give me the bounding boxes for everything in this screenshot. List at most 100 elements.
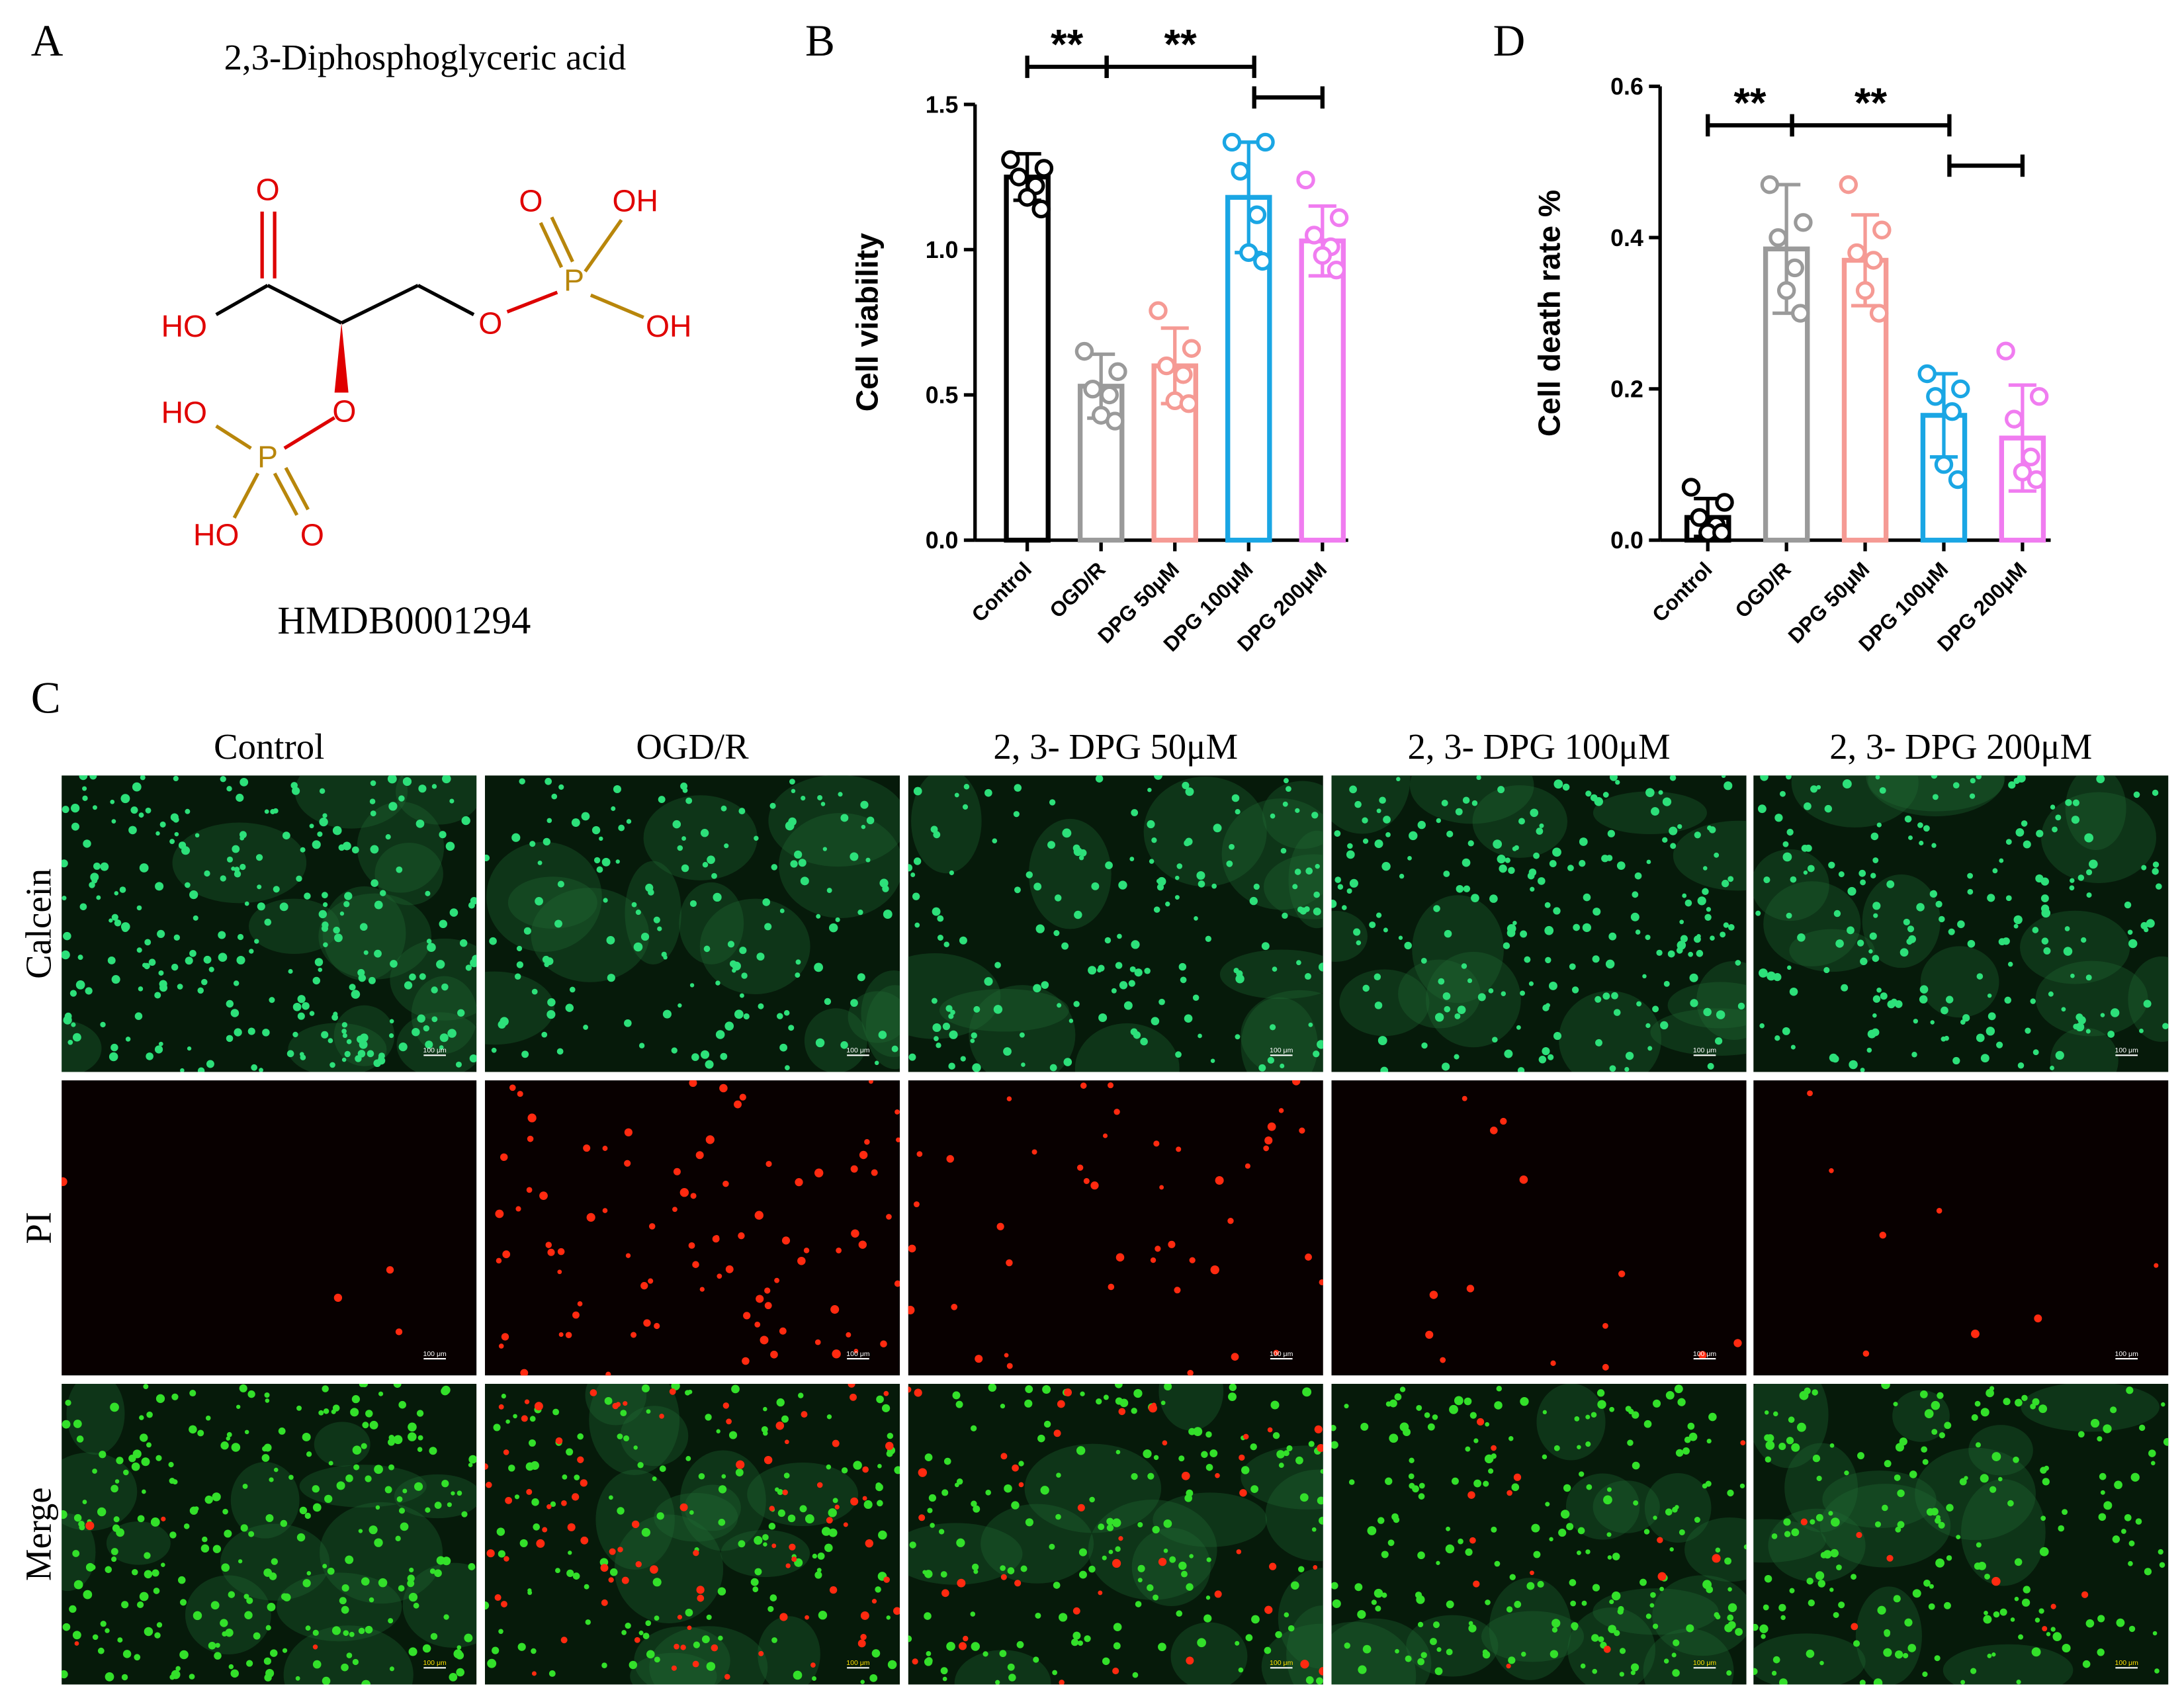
cell-dot (1303, 906, 1310, 912)
cell-dot (1319, 1279, 1323, 1285)
cell-dot (263, 1657, 271, 1665)
cell-dot (1727, 1603, 1737, 1613)
cell-dot (814, 1339, 821, 1345)
cell-dot (1807, 865, 1815, 873)
cell-dot (1317, 1443, 1323, 1453)
cell-dot (1457, 1005, 1466, 1015)
cell-dot (681, 864, 689, 873)
cell-dot (1362, 838, 1369, 844)
cell-dot (883, 910, 893, 919)
cell-dot (815, 1038, 825, 1048)
cell-dot (1580, 1663, 1586, 1669)
cell-dot (67, 1039, 73, 1045)
cell-dot (2007, 1500, 2014, 1507)
cell-dot (662, 1009, 672, 1019)
cell-dot (359, 923, 368, 931)
cell-dot (703, 945, 711, 953)
cell-dot (865, 857, 871, 863)
cell-dot (971, 1500, 977, 1508)
cell-dot (1417, 1551, 1425, 1560)
cell-dot (1344, 1404, 1349, 1409)
cell-dot (1147, 1472, 1155, 1480)
cell-dot (322, 813, 328, 818)
cell-dot (762, 1534, 769, 1541)
column-header: Control (214, 726, 324, 767)
cell-dot (1899, 1437, 1907, 1446)
cell-dot (1004, 1484, 1012, 1493)
cell-dot (1651, 807, 1659, 816)
cell-dot (1624, 1066, 1630, 1072)
cell-dot (1497, 854, 1506, 864)
cell-dot (489, 937, 497, 945)
cell-dot (89, 882, 95, 888)
cell-dot (208, 1641, 216, 1650)
cell-dot (1148, 1404, 1157, 1413)
cell-dot (353, 1464, 360, 1470)
cell-dot (1808, 1599, 1815, 1607)
cell-dot (1791, 1443, 1800, 1452)
bonds (215, 211, 644, 519)
cell-dot (1887, 1000, 1896, 1009)
cell-dot (2035, 874, 2044, 883)
cell-dot (1857, 1452, 1864, 1460)
cell-dot (2163, 1437, 2169, 1446)
cell-dot (195, 833, 200, 838)
cell-dot (1630, 1670, 1636, 1676)
cell-dot (1151, 837, 1157, 843)
cell-dot (940, 1667, 948, 1675)
cell-dot (1660, 1021, 1669, 1030)
cell-dot (1376, 808, 1381, 814)
cell-dot (1838, 1601, 1845, 1609)
cell-dot (793, 1670, 803, 1680)
cell-dot (1007, 1567, 1015, 1574)
glow (643, 795, 758, 880)
cell-dot (374, 949, 382, 958)
cell-dot (306, 1571, 312, 1576)
data-point (1855, 281, 1875, 300)
cell-dot (1149, 859, 1155, 864)
cell-dot (816, 1482, 823, 1488)
cell-dot (290, 782, 298, 789)
cell-dot (909, 1541, 916, 1549)
image-background (908, 775, 1323, 1072)
cell-dot (643, 1319, 651, 1327)
cell-dot (1371, 1599, 1377, 1605)
cell-dot (352, 1445, 362, 1455)
cell-dot (498, 1404, 504, 1410)
cell-dot (829, 1586, 838, 1594)
cell-dot (1524, 956, 1531, 963)
cell-dot (341, 1057, 347, 1062)
cell-dot (1913, 1019, 1918, 1024)
cell-dot (1189, 1257, 1196, 1263)
cell-dot (384, 1486, 392, 1494)
cell-dot (661, 951, 667, 957)
cell-dot (718, 1519, 726, 1526)
cell-dot (1900, 948, 1909, 957)
cell-dot (1427, 1423, 1435, 1431)
cell-dot (97, 1647, 105, 1654)
cell-dot (860, 1633, 867, 1640)
cell-dot (496, 1527, 505, 1536)
cell-dot (1465, 1446, 1471, 1452)
cell-dot (738, 1540, 746, 1548)
cell-dot (1873, 1678, 1883, 1685)
scale-bar-label: 100 μm (1270, 1350, 1293, 1358)
cell-dot (139, 1415, 144, 1420)
cell-dot (2148, 1449, 2156, 1457)
cell-dot (1000, 1403, 1006, 1409)
cell-dot (1986, 1027, 1995, 1036)
cell-dot (2099, 1472, 2107, 1480)
cell-dot (79, 903, 87, 911)
cell-dot (1727, 1587, 1732, 1592)
cell-dot (90, 1564, 96, 1570)
cell-dot (343, 1630, 349, 1637)
cell-dot (302, 1001, 310, 1010)
cell-dot (100, 1621, 107, 1627)
cell-dot (387, 775, 397, 784)
cell-dot (956, 1538, 965, 1547)
data-point (1839, 175, 1858, 194)
cell-dot (1800, 1518, 1808, 1525)
cell-dot (868, 1080, 873, 1084)
cell-dot (629, 1660, 638, 1670)
cell-dot (2050, 1066, 2054, 1070)
